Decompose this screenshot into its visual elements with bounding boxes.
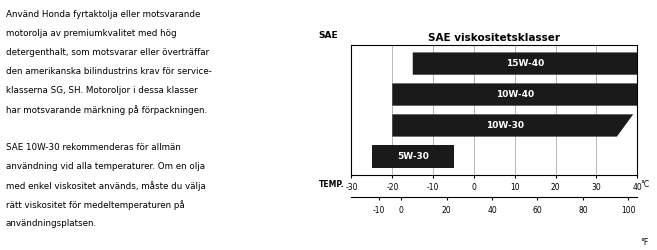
Text: SAE: SAE — [319, 31, 338, 40]
Bar — [372, 145, 453, 168]
Text: med enkel viskositet används, måste du välja: med enkel viskositet används, måste du v… — [5, 181, 206, 191]
Text: 5W-30: 5W-30 — [397, 152, 428, 161]
Text: TEMP.: TEMP. — [319, 180, 344, 189]
Text: °F: °F — [640, 238, 648, 247]
Text: °C: °C — [640, 180, 649, 189]
Polygon shape — [392, 114, 633, 136]
Text: SAE 10W-30 rekommenderas för allmän: SAE 10W-30 rekommenderas för allmän — [5, 143, 181, 152]
Text: rätt viskositet för medeltemperaturen på: rätt viskositet för medeltemperaturen på — [5, 200, 184, 210]
Text: användning vid alla temperaturer. Om en olja: användning vid alla temperaturer. Om en … — [5, 162, 204, 171]
Text: har motsvarande märkning på förpackningen.: har motsvarande märkning på förpackninge… — [5, 105, 207, 115]
Polygon shape — [413, 52, 654, 75]
Text: motorolja av premiumkvalitet med hög: motorolja av premiumkvalitet med hög — [5, 29, 176, 38]
Text: 10W-40: 10W-40 — [496, 90, 534, 99]
Text: detergenthalt, som motsvarar eller överträffar: detergenthalt, som motsvarar eller övert… — [5, 48, 209, 57]
Text: den amerikanska bilindustrins krav för service-: den amerikanska bilindustrins krav för s… — [5, 67, 212, 76]
Text: användningsplatsen.: användningsplatsen. — [5, 219, 97, 228]
Text: 10W-30: 10W-30 — [486, 121, 524, 130]
Text: Använd Honda fyrtaktolja eller motsvarande: Använd Honda fyrtaktolja eller motsvaran… — [5, 10, 200, 19]
Text: 15W-40: 15W-40 — [506, 59, 544, 68]
Text: klasserna SG, SH. Motoroljor i dessa klasser: klasserna SG, SH. Motoroljor i dessa kla… — [5, 86, 197, 95]
Title: SAE viskositetsklasser: SAE viskositetsklasser — [428, 33, 560, 43]
Polygon shape — [392, 84, 654, 106]
